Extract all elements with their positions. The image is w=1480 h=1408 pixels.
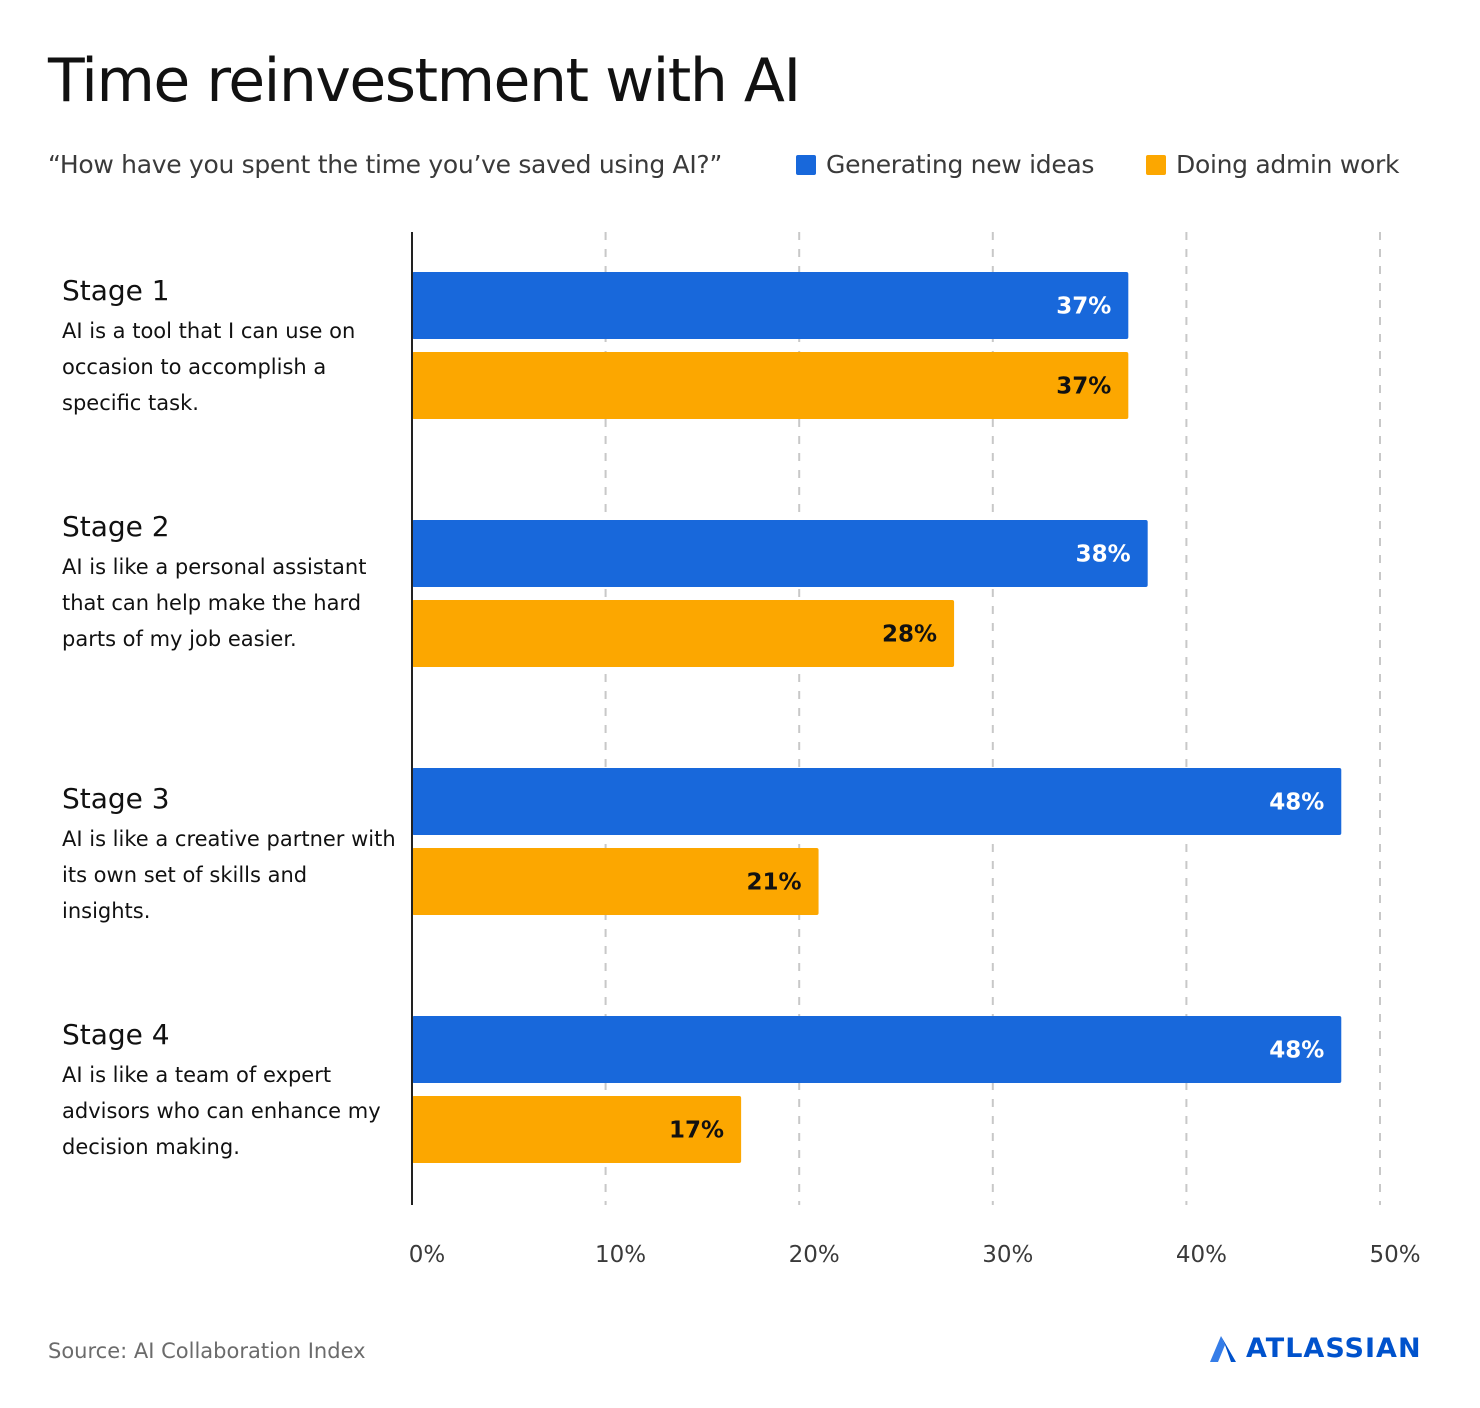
- chart-title: Time reinvestment with AI: [48, 46, 801, 116]
- legend-label: Generating new ideas: [826, 150, 1095, 179]
- legend-swatch-orange: [1146, 154, 1166, 175]
- bar-value-label: 17%: [669, 1118, 724, 1144]
- bar-value-label: 21%: [746, 870, 801, 896]
- bar-generating-new-ideas: [412, 520, 1148, 587]
- stage-description: AI is like a personal assistant that can…: [62, 555, 367, 651]
- atlassian-logo: ATLASSIAN: [1208, 1333, 1422, 1364]
- x-tick-label: 40%: [1176, 1242, 1227, 1268]
- legend-swatch-blue: [796, 154, 816, 175]
- stage-3-label: Stage 3 AI is like a creative partner wi…: [62, 782, 402, 929]
- bar-value-label: 38%: [1076, 542, 1131, 568]
- legend-item-doing-admin-work: Doing admin work: [1146, 150, 1399, 179]
- bar-doing-admin-work: [412, 848, 819, 915]
- chart-subtitle: “How have you spent the time you’ve save…: [48, 150, 723, 179]
- brand-name: ATLASSIAN: [1246, 1333, 1422, 1364]
- bar-generating-new-ideas: [412, 768, 1342, 835]
- stage-2-label: Stage 2 AI is like a personal assistant …: [62, 510, 402, 657]
- stage-description: AI is like a creative partner with its o…: [62, 827, 396, 923]
- stage-title: Stage 4: [62, 1018, 170, 1051]
- stage-title: Stage 2: [62, 510, 170, 543]
- stage-description: AI is like a team of expert advisors who…: [62, 1063, 381, 1159]
- bar-value-label: 28%: [882, 622, 937, 648]
- bar-doing-admin-work: [412, 600, 955, 667]
- stage-description: AI is a tool that I can use on occasion …: [62, 319, 356, 415]
- source-note: Source: AI Collaboration Index: [48, 1339, 366, 1363]
- legend-label: Doing admin work: [1176, 150, 1400, 179]
- stage-title: Stage 1: [62, 274, 170, 307]
- stage-title: Stage 3: [62, 782, 170, 815]
- bar-value-label: 48%: [1269, 790, 1324, 816]
- bar-generating-new-ideas: [412, 1016, 1342, 1083]
- bar-doing-admin-work: [412, 352, 1129, 419]
- bar-doing-admin-work: [412, 1096, 742, 1163]
- atlassian-mark-icon: [1210, 1335, 1236, 1362]
- x-tick-label: 10%: [595, 1242, 646, 1268]
- x-tick-label: 20%: [789, 1242, 840, 1268]
- stage-1-label: Stage 1 AI is a tool that I can use on o…: [62, 274, 402, 421]
- stage-4-label: Stage 4 AI is like a team of expert advi…: [62, 1018, 402, 1165]
- bar-value-label: 37%: [1056, 294, 1111, 320]
- bar-value-label: 37%: [1056, 374, 1111, 400]
- bar-generating-new-ideas: [412, 272, 1129, 339]
- x-tick-label: 50%: [1369, 1242, 1420, 1268]
- x-tick-label: 30%: [982, 1242, 1033, 1268]
- x-tick-label: 0%: [409, 1242, 446, 1268]
- bar-value-label: 48%: [1269, 1038, 1324, 1064]
- legend-item-generating-new-ideas: Generating new ideas: [796, 150, 1094, 179]
